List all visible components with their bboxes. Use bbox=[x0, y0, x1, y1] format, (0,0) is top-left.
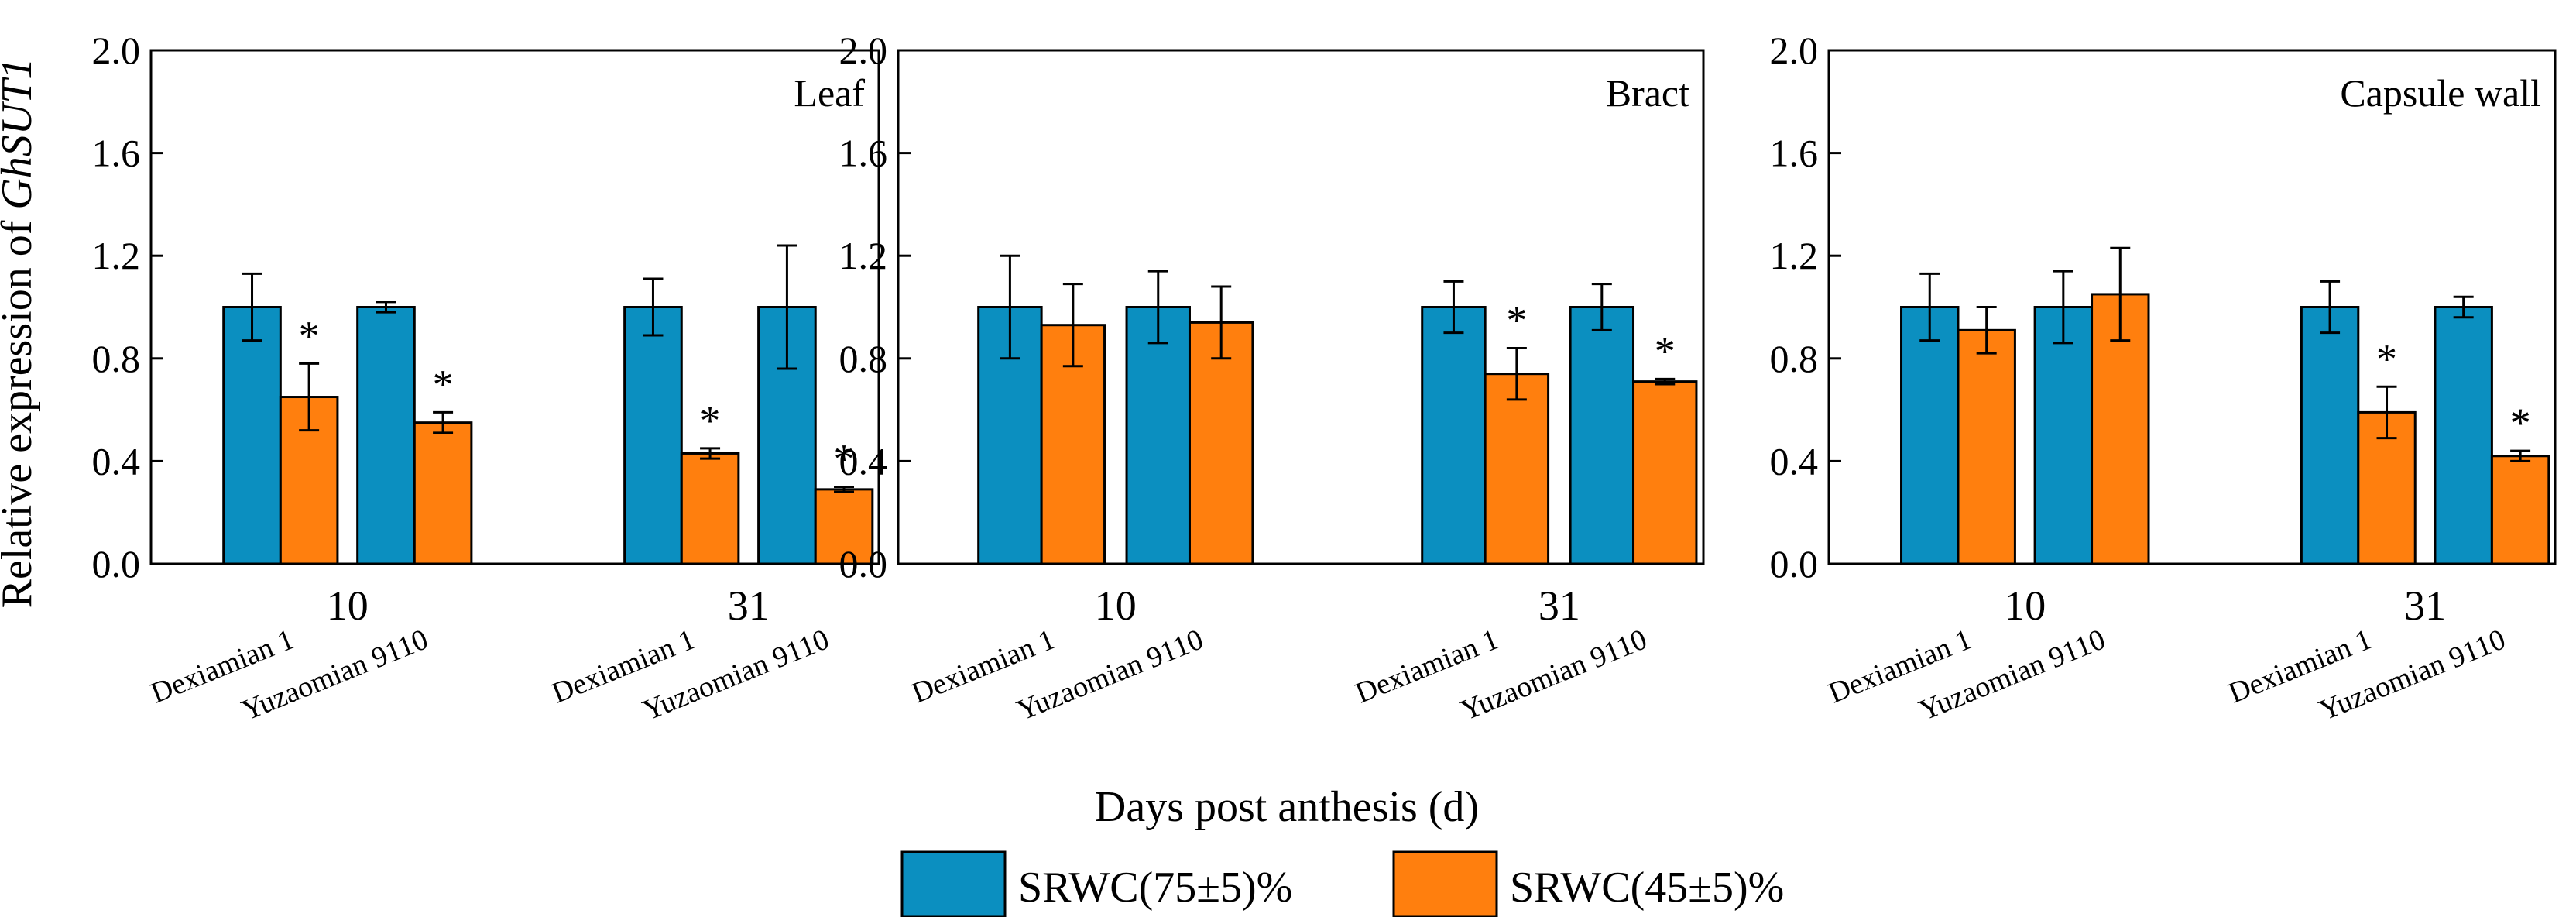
panel-title: Bract bbox=[1606, 71, 1689, 115]
bar-srwc-45 bbox=[1632, 380, 1698, 565]
y-axis-label-prefix: Relative expression of bbox=[0, 210, 41, 609]
day-label: 31 bbox=[728, 582, 770, 629]
significance-marker: * bbox=[299, 312, 320, 359]
bar-srwc-75 bbox=[623, 306, 683, 565]
y-tick-label: 0.4 bbox=[839, 439, 888, 483]
plot-frame bbox=[149, 49, 880, 565]
significance-marker: * bbox=[700, 397, 721, 444]
panel-title: Capsule wall bbox=[2340, 71, 2541, 115]
y-tick-label: 1.2 bbox=[1770, 234, 1819, 277]
y-tick-label: 1.6 bbox=[1770, 132, 1819, 175]
legend-label: SRWC(75±5)% bbox=[1018, 864, 1292, 912]
y-tick-label: 1.2 bbox=[839, 234, 888, 277]
bar-srwc-45 bbox=[680, 452, 740, 565]
bar-srwc-75 bbox=[356, 306, 416, 565]
y-tick-label: 0.0 bbox=[1770, 542, 1819, 586]
significance-marker: * bbox=[2510, 400, 2531, 446]
x-axis-label: Days post anthesis (d) bbox=[1095, 783, 1479, 831]
legend-swatch bbox=[1392, 850, 1498, 917]
plot-frame bbox=[1827, 49, 2557, 565]
bar-srwc-75 bbox=[2033, 306, 2094, 565]
bar-srwc-75 bbox=[1125, 306, 1191, 565]
significance-marker: * bbox=[2376, 335, 2397, 382]
y-axis-label: Relative expression of GhSUT1 bbox=[0, 58, 41, 609]
day-label: 31 bbox=[2404, 582, 2446, 629]
day-label: 31 bbox=[1538, 582, 1580, 629]
day-label: 10 bbox=[327, 582, 369, 629]
panel-title: Leaf bbox=[794, 71, 865, 115]
y-tick-label: 0.8 bbox=[92, 337, 141, 380]
y-tick-label: 2.0 bbox=[92, 29, 141, 72]
y-axis-label-gene: GhSUT1 bbox=[0, 58, 41, 210]
y-tick-label: 0.4 bbox=[92, 439, 141, 483]
day-label: 10 bbox=[2004, 582, 2046, 629]
bar-srwc-75 bbox=[2300, 306, 2360, 565]
legend-label: SRWC(45±5)% bbox=[1510, 864, 1784, 912]
y-tick-label: 1.2 bbox=[92, 234, 141, 277]
y-tick-label: 1.6 bbox=[839, 132, 888, 175]
significance-marker: * bbox=[834, 436, 855, 483]
y-tick-label: 2.0 bbox=[839, 29, 888, 72]
y-tick-label: 0.4 bbox=[1770, 439, 1819, 483]
bar-srwc-75 bbox=[1421, 306, 1487, 565]
significance-marker: * bbox=[433, 361, 454, 407]
y-tick-label: 1.6 bbox=[92, 132, 141, 175]
bar-srwc-75 bbox=[1900, 306, 1960, 565]
bar-srwc-45 bbox=[413, 421, 473, 565]
y-tick-label: 0.8 bbox=[1770, 337, 1819, 380]
bar-srwc-45 bbox=[1957, 328, 2016, 565]
bar-srwc-45 bbox=[1484, 373, 1550, 565]
legend: SRWC(75±5)% SRWC(45±5)% bbox=[900, 850, 1784, 917]
bar-srwc-45 bbox=[2490, 455, 2550, 565]
day-label: 10 bbox=[1095, 582, 1137, 629]
bar-srwc-75 bbox=[222, 306, 282, 565]
bar-srwc-75 bbox=[1569, 306, 1635, 565]
significance-marker: * bbox=[1655, 328, 1676, 374]
y-tick-label: 2.0 bbox=[1770, 29, 1819, 72]
y-tick-label: 0.0 bbox=[839, 542, 888, 586]
bar-srwc-45 bbox=[1188, 321, 1254, 565]
plot-frame bbox=[897, 49, 1705, 565]
bar-srwc-75 bbox=[2434, 306, 2493, 565]
y-tick-label: 0.0 bbox=[92, 542, 141, 586]
legend-swatch bbox=[900, 850, 1007, 917]
y-tick-label: 0.8 bbox=[839, 337, 888, 380]
significance-marker: * bbox=[1506, 297, 1527, 344]
